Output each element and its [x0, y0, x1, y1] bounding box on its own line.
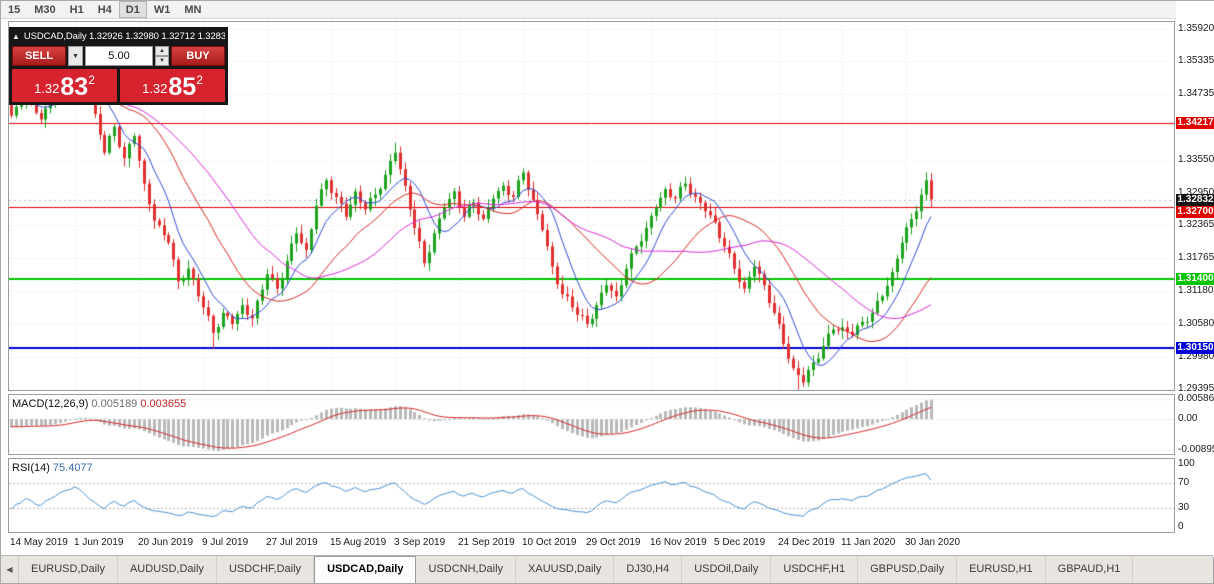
price-axis: 1.35920 1.35335 1.34735 1.33550 1.32950 1.323…	[1176, 1, 1214, 557]
timeframe-button-w1[interactable]: W1	[147, 1, 178, 18]
sell-price-base: 1.32	[34, 81, 60, 96]
macd-panel	[8, 394, 1175, 455]
symbol-tab-eurusd-daily[interactable]: EURUSD,Daily	[19, 556, 118, 583]
rsi-panel	[8, 458, 1175, 533]
symbol-tab-usdchf-h1[interactable]: USDCHF,H1	[771, 556, 859, 583]
rsi-axis-label: 0	[1178, 521, 1184, 532]
buy-price-pips: 85	[168, 73, 197, 101]
macd-canvas[interactable]	[9, 395, 1174, 454]
buy-price-base: 1.32	[142, 81, 168, 96]
sell-price-pips: 83	[60, 73, 89, 101]
symbol-tab-usdcnh-daily[interactable]: USDCNH,Daily	[416, 556, 517, 583]
price-line-badge: 1.34217	[1176, 117, 1214, 129]
price-line-badge: 1.32832	[1176, 193, 1214, 206]
date-axis-label: 24 Dec 2019	[778, 537, 835, 548]
timeframe-button-m30[interactable]: M30	[27, 1, 62, 18]
time-axis: 14 May 2019 1 Jun 2019 20 Jun 2019 9 Jul 20…	[8, 533, 1175, 555]
price-axis-label: 1.35920	[1178, 22, 1214, 34]
sell-price-display[interactable]: 1.32 83 2	[12, 69, 117, 102]
volume-options-button[interactable]: ▼	[68, 46, 83, 66]
symbol-tab-usdcad-daily[interactable]: USDCAD,Daily	[314, 556, 417, 583]
symbol-ohlc-info: USDCAD,Daily 1.32926 1.32980 1.32712 1.3…	[23, 31, 225, 42]
macd-main-value: 0.005189	[91, 398, 138, 410]
buy-price-pipette: 2	[196, 73, 203, 87]
date-axis-label: 27 Jul 2019	[266, 537, 318, 548]
chart-tabs-bar: ◀ EURUSD,Daily AUDUSD,Daily USDCHF,Daily US…	[1, 555, 1213, 583]
rsi-name: RSI(14)	[12, 462, 50, 474]
trade-prices-row: 1.32 83 2 1.32 85 2	[12, 69, 225, 102]
price-axis-label: 1.30580	[1178, 317, 1214, 329]
collapse-panel-icon[interactable]: ▲	[12, 32, 20, 41]
price-line-badge: 1.31400	[1176, 272, 1214, 285]
macd-axis-label: 0.00	[1178, 413, 1198, 425]
chevron-up-icon: ▲	[159, 48, 165, 54]
price-axis-label: 1.29980	[1178, 351, 1214, 363]
date-axis-label: 11 Jan 2020	[841, 537, 896, 548]
timeframe-button-d1[interactable]: D1	[118, 1, 147, 18]
macd-indicator-label: MACD(12,26,9) 0.005189 0.003655	[12, 398, 186, 410]
date-axis-label: 15 Aug 2019	[330, 537, 387, 548]
chevron-down-icon: ▼	[72, 52, 79, 60]
price-axis-label: 1.29395	[1178, 383, 1214, 395]
date-axis-label: 1 Jun 2019	[74, 537, 124, 548]
price-axis-label: 1.31180	[1178, 284, 1214, 296]
date-axis-label: 30 Jan 2020	[905, 537, 961, 548]
tabs-scroll-left-button[interactable]: ◀	[1, 556, 19, 583]
symbol-tab-usdchf-daily[interactable]: USDCHF,Daily	[217, 556, 315, 583]
volume-down-button[interactable]: ▼	[155, 56, 169, 66]
date-axis-label: 20 Jun 2019	[138, 537, 194, 548]
date-axis-label: 21 Sep 2019	[458, 537, 515, 548]
macd-name: MACD(12,26,9)	[12, 398, 89, 410]
price-line-badge: 1.30150	[1176, 341, 1214, 354]
symbol-tab-gbpaud-h1[interactable]: GBPAUD,H1	[1046, 556, 1134, 583]
rsi-value: 75.4077	[52, 462, 93, 474]
date-axis-label: 9 Jul 2019	[202, 537, 249, 548]
trade-controls-row: SELL ▼ ▲ ▼ BUY	[12, 45, 225, 67]
macd-axis-label: -0.00895	[1178, 444, 1214, 455]
date-axis-label: 14 May 2019	[10, 537, 68, 548]
date-axis-label: 3 Sep 2019	[394, 537, 446, 548]
price-axis-label: 1.33550	[1178, 153, 1214, 165]
chevron-down-icon: ▼	[159, 58, 165, 64]
rsi-axis-label: 30	[1178, 502, 1190, 514]
date-axis-label: 10 Oct 2019	[522, 537, 577, 548]
timeframe-button-h1[interactable]: H1	[63, 1, 91, 18]
sell-button[interactable]: SELL	[12, 46, 66, 66]
timeframe-toolbar: 15 M30 H1 H4 D1 W1 MN	[1, 1, 1213, 19]
macd-signal-value: 0.003655	[140, 398, 187, 410]
rsi-canvas[interactable]	[9, 459, 1174, 532]
trade-panel-header: ▲ USDCAD,Daily 1.32926 1.32980 1.32712 1…	[12, 29, 225, 44]
timeframe-button-15[interactable]: 15	[1, 1, 27, 18]
date-axis-label: 5 Dec 2019	[714, 537, 766, 548]
symbol-tab-dj30-h4[interactable]: DJ30,H4	[614, 556, 683, 583]
price-axis-label: 1.32950	[1178, 187, 1214, 198]
chevron-left-icon: ◀	[6, 565, 13, 574]
symbol-tab-gbpusd-daily[interactable]: GBPUSD,Daily	[858, 556, 958, 583]
rsi-axis-label: 100	[1178, 458, 1195, 469]
price-axis-label: 1.32365	[1178, 219, 1214, 231]
price-axis-label: 1.35335	[1178, 55, 1214, 67]
rsi-indicator-label: RSI(14) 75.4077	[12, 462, 93, 474]
date-axis-label: 29 Oct 2019	[586, 537, 641, 548]
symbol-tab-xauusd-daily[interactable]: XAUUSD,Daily	[516, 556, 615, 583]
macd-axis-label: 0.00586	[1178, 393, 1214, 404]
price-line-badge: 1.32700	[1176, 205, 1214, 218]
timeframe-button-mn[interactable]: MN	[177, 1, 208, 18]
price-axis-label: 1.34735	[1178, 88, 1214, 100]
symbol-tab-eurusd-h1[interactable]: EURUSD,H1	[957, 556, 1046, 583]
rsi-axis-label: 70	[1178, 476, 1190, 488]
volume-stepper: ▲ ▼	[155, 46, 169, 66]
buy-button[interactable]: BUY	[171, 46, 225, 66]
one-click-trading-panel: ▲ USDCAD,Daily 1.32926 1.32980 1.32712 1…	[9, 27, 228, 105]
buy-price-display[interactable]: 1.32 85 2	[120, 69, 225, 102]
symbol-tab-audusd-daily[interactable]: AUDUSD,Daily	[118, 556, 217, 583]
price-axis-label: 1.31765	[1178, 252, 1214, 264]
symbol-tab-usdoil-daily[interactable]: USDOil,Daily	[682, 556, 772, 583]
timeframe-button-h4[interactable]: H4	[91, 1, 119, 18]
sell-price-pipette: 2	[88, 73, 95, 87]
volume-input[interactable]	[85, 46, 153, 66]
date-axis-label: 16 Nov 2019	[650, 537, 707, 548]
volume-up-button[interactable]: ▲	[155, 46, 169, 56]
